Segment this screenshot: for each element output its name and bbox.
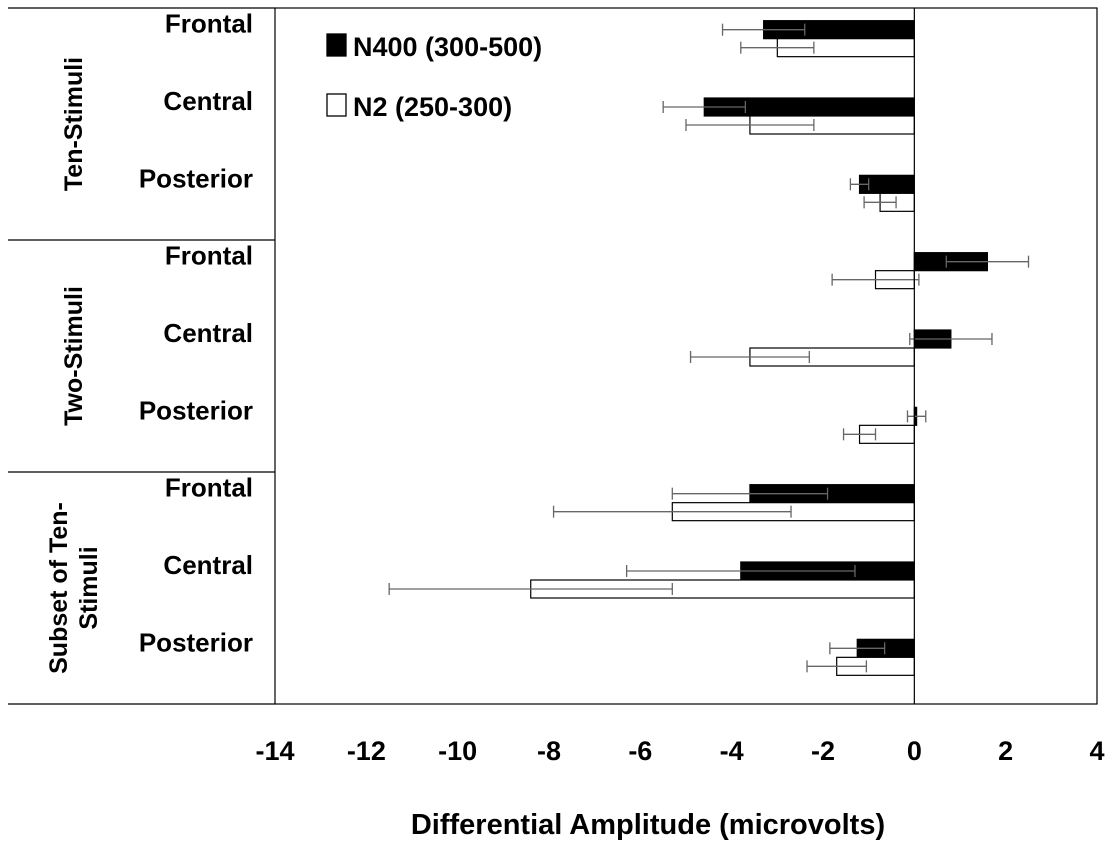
x-axis-title: Differential Amplitude (microvolts)	[411, 809, 885, 841]
region-label: Posterior	[139, 163, 253, 193]
plot-frame	[8, 7, 1098, 705]
x-tick-label: -10	[438, 736, 477, 766]
x-tick-label: -6	[628, 736, 652, 766]
x-tick-labels: -14 -12 -10 -8 -6 -4 -2 0 2 4	[255, 736, 1104, 766]
legend-swatch	[326, 33, 347, 57]
group-label-line: Ten-Stimuli	[60, 57, 88, 191]
group-label-line: Two-Stimuli	[60, 286, 88, 426]
x-tick-label: -12	[347, 736, 386, 766]
x-tick-label: 2	[998, 736, 1013, 766]
x-tick-label: -8	[537, 736, 561, 766]
group-label-line: Subset of Ten-	[45, 502, 73, 674]
region-labels: Frontal Central Posterior Frontal Central Pos…	[139, 9, 253, 658]
x-tick-label: -2	[811, 736, 835, 766]
bars	[530, 20, 988, 676]
legend: N400 (300-500) N2 (250-300)	[326, 32, 542, 122]
error-bars	[388, 23, 1030, 673]
region-label: Frontal	[165, 241, 253, 271]
group-label-line: Stimuli	[75, 546, 103, 629]
region-label: Frontal	[165, 473, 253, 503]
x-tick-label: 4	[1089, 736, 1104, 766]
legend-swatch	[326, 93, 347, 117]
legend-label: N2 (250-300)	[353, 92, 512, 122]
region-label: Central	[163, 86, 253, 116]
region-label: Posterior	[139, 627, 253, 657]
region-label: Frontal	[165, 9, 253, 39]
group-labels: Ten-Stimuli Two-Stimuli Subset of Ten-Stim…	[45, 57, 103, 674]
plot-area-border	[274, 7, 1098, 705]
group-label: Two-Stimuli	[60, 286, 88, 426]
x-tick-label: -4	[720, 736, 744, 766]
region-label: Central	[163, 550, 253, 580]
legend-label: N400 (300-500)	[353, 32, 542, 62]
region-label: Central	[163, 318, 253, 348]
group-label: Subset of Ten-Stimuli	[45, 502, 103, 674]
x-tick-label: -14	[255, 736, 294, 766]
group-label: Ten-Stimuli	[60, 57, 88, 191]
region-label: Posterior	[139, 395, 253, 425]
x-tick-label: 0	[907, 736, 922, 766]
